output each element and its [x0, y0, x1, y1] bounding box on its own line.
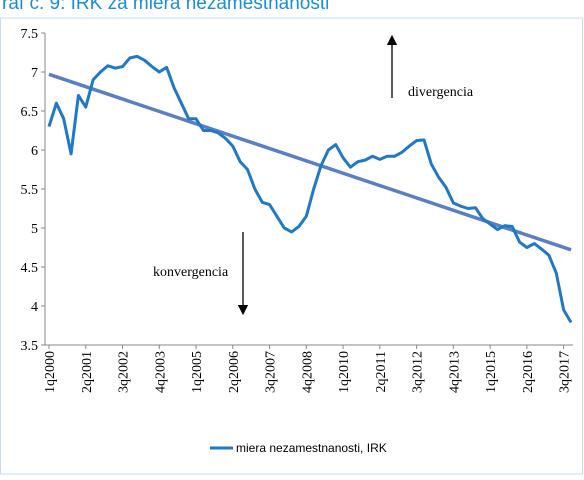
y-tick-label: 6.5 — [21, 105, 39, 120]
y-tick-label: 4 — [31, 300, 38, 315]
x-tick-label: 2q2001 — [80, 351, 95, 393]
x-tick-label: 3q2012 — [411, 351, 426, 393]
annotation: konvergencia — [153, 265, 229, 280]
x-tick-label: 2q2011 — [374, 351, 389, 392]
x-tick-label: 3q2007 — [264, 351, 279, 393]
y-tick-label: 6 — [31, 144, 38, 159]
x-tick-label: 1q2010 — [337, 351, 352, 393]
x-tick-label: 4q2003 — [153, 351, 168, 393]
x-tick-label: 1q2015 — [484, 351, 499, 393]
chart-title: raf č. 9: IRK za miera nezamestnanosti — [2, 0, 329, 14]
chart-border — [0, 17, 583, 475]
x-tick-label: 1q2005 — [190, 351, 205, 393]
annotation: divergencia — [408, 85, 474, 100]
y-tick-label: 7.5 — [21, 27, 39, 42]
legend-label: miera nezamestnanosti, IRK — [236, 441, 387, 455]
y-tick-label: 7 — [31, 66, 38, 81]
x-tick-label: 4q2013 — [447, 351, 462, 393]
x-tick-label: 2q2016 — [521, 351, 536, 393]
x-tick-label: 3q2017 — [558, 351, 573, 393]
trend-line — [48, 72, 572, 252]
data-line — [47, 54, 573, 324]
x-tick-label: 1q2000 — [43, 351, 58, 393]
y-tick-label: 4.5 — [21, 261, 39, 276]
x-tick-label: 4q2008 — [300, 351, 315, 393]
x-tick-label: 2q2006 — [227, 351, 242, 393]
x-tick-label: 3q2002 — [117, 351, 132, 393]
y-tick-label: 5 — [31, 222, 38, 237]
y-tick-label: 5.5 — [21, 183, 39, 198]
y-tick-label: 3.5 — [21, 339, 39, 354]
